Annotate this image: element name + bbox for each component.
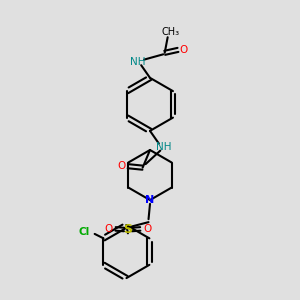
Text: CH₃: CH₃ <box>161 27 180 37</box>
Text: NH: NH <box>130 57 146 67</box>
Text: O: O <box>143 224 152 234</box>
Text: NH: NH <box>156 142 172 152</box>
Text: N: N <box>146 195 154 205</box>
Text: O: O <box>104 224 112 234</box>
Text: S: S <box>123 223 132 236</box>
Text: O: O <box>180 45 188 55</box>
Text: O: O <box>117 161 126 171</box>
Text: Cl: Cl <box>79 227 90 237</box>
